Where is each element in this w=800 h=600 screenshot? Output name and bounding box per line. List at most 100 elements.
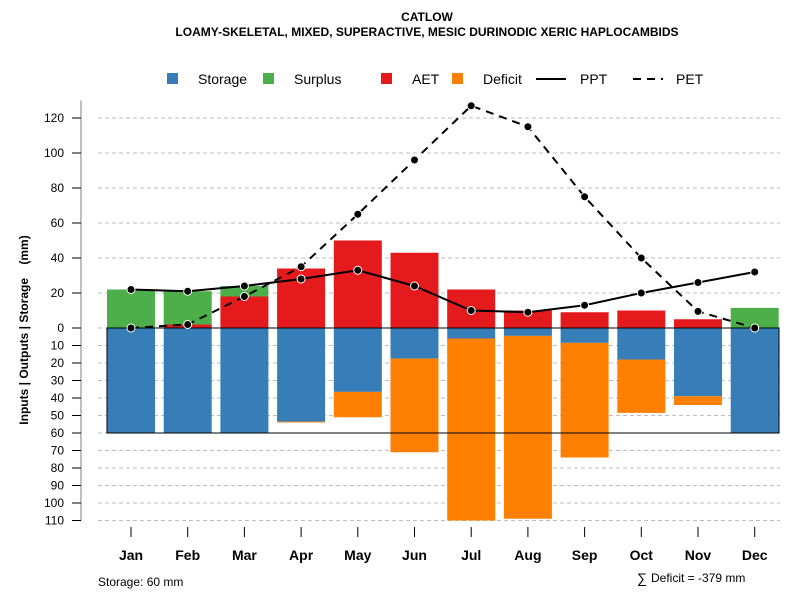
y-tick-label: 70 <box>51 444 65 458</box>
surplus-bar <box>220 286 269 297</box>
storage-bar <box>220 328 269 433</box>
pet-point <box>466 101 476 111</box>
ppt-point <box>693 278 703 287</box>
y-tick-label: 110 <box>45 514 64 528</box>
surplus-bar <box>730 307 779 328</box>
storage-bar <box>674 328 722 397</box>
storage-bar <box>390 328 439 359</box>
x-tick-label: Oct <box>630 547 654 563</box>
y-tick-label: 40 <box>51 251 65 265</box>
aet-bar <box>560 312 609 328</box>
storage-bar <box>277 328 326 422</box>
deficit-bar <box>390 358 439 453</box>
storage-capacity-rect <box>106 327 780 434</box>
pet-point <box>636 253 646 263</box>
x-tick-label: Sep <box>572 547 598 563</box>
x-tick-label: Apr <box>289 547 314 563</box>
x-tick-label: Jun <box>402 547 427 563</box>
bars <box>107 240 779 521</box>
x-tick-label: May <box>344 547 371 563</box>
storage-bar <box>333 328 382 392</box>
legend-label: AET <box>412 71 440 87</box>
pet-point <box>523 122 533 132</box>
y-tick-label: 30 <box>51 374 65 388</box>
aet-bar <box>674 319 722 328</box>
deficit-bar <box>503 335 552 519</box>
pet-point <box>693 306 703 316</box>
legend-label: Surplus <box>294 71 341 87</box>
ppt-point <box>636 288 646 298</box>
legend-swatch-aet <box>381 73 392 84</box>
y-tick-label: 90 <box>51 479 65 493</box>
deficit-bar <box>560 342 609 458</box>
legend: Storage Surplus AET Deficit PPT PET <box>167 71 704 87</box>
y-tick-label: 100 <box>44 496 64 510</box>
legend-swatch-storage <box>167 73 178 84</box>
lines <box>126 101 760 333</box>
y-tick-label: 100 <box>44 146 64 160</box>
y-tick-label: 10 <box>51 339 65 353</box>
storage-bar <box>560 328 609 343</box>
deficit-bar <box>333 391 382 418</box>
ppt-point <box>410 281 419 291</box>
x-tick-label: Jul <box>461 547 481 563</box>
deficit-bar <box>277 421 326 423</box>
y-tick-label: 0 <box>57 321 64 335</box>
storage-bar <box>617 328 666 360</box>
y-tick-label: 60 <box>51 426 65 440</box>
aet-bar <box>220 296 269 328</box>
storage-bar <box>447 328 496 339</box>
y-tick-label: 60 <box>51 216 65 230</box>
ppt-point <box>750 267 760 277</box>
y-tick-label: 50 <box>51 409 65 423</box>
aet-bar <box>503 310 552 328</box>
pet-point <box>296 262 306 272</box>
legend-swatch-deficit <box>452 73 463 84</box>
chart-title: CATLOW <box>401 10 453 24</box>
storage-annotation: Storage: 60 mm <box>98 575 183 589</box>
pet-point <box>126 323 136 333</box>
ppt-point <box>126 285 136 294</box>
ppt-point <box>353 265 363 275</box>
legend-label: Deficit <box>483 71 522 87</box>
deficit-bar <box>674 396 722 405</box>
ppt-point <box>239 281 249 291</box>
ppt-point <box>466 306 476 315</box>
deficit-annotation: Deficit = -379 mm <box>651 571 745 585</box>
aet-bar <box>333 240 382 328</box>
storage-bar <box>163 328 212 433</box>
storage-bar <box>107 328 155 433</box>
y-axis: 0 20 40 60 80 100 120 10 20 30 40 50 60 70 80 90 100 110 <box>44 100 82 528</box>
ppt-point <box>523 307 533 317</box>
pet-point <box>353 209 363 219</box>
aet-bar <box>617 310 666 328</box>
y-tick-label: 120 <box>44 111 64 125</box>
y-axis-label: Inputs | Outputs | Storage (mm) <box>17 235 31 424</box>
storage-frame <box>106 327 780 434</box>
sum-symbol: ∑ <box>637 570 647 586</box>
y-tick-label: 20 <box>51 286 65 300</box>
x-tick-label: Feb <box>175 547 200 563</box>
ppt-line <box>130 269 755 314</box>
y-tick-label: 80 <box>51 181 65 195</box>
chart-subtitle: LOAMY-SKELETAL, MIXED, SUPERACTIVE, MESI… <box>175 25 678 39</box>
ppt-point <box>580 300 590 310</box>
surplus-bar <box>163 291 212 325</box>
y-tick-label: 80 <box>51 461 65 475</box>
ppt-point <box>183 286 193 296</box>
pet-point <box>580 192 590 202</box>
storage-bar <box>503 328 552 336</box>
deficit-bar <box>447 338 496 521</box>
x-tick-label: Nov <box>685 547 712 563</box>
x-axis: Jan Feb Mar Apr May Jun Jul Aug Sep Oct Nov Dec <box>119 527 768 563</box>
surplus-bar <box>107 289 155 328</box>
x-tick-label: Dec <box>742 547 768 563</box>
pet-point <box>239 292 249 301</box>
pet-point <box>750 323 760 333</box>
pet-point <box>183 320 193 329</box>
storage-bar <box>730 328 779 433</box>
pet-line <box>130 104 755 329</box>
ppt-point <box>296 274 306 284</box>
y-tick-label: 40 <box>51 391 65 405</box>
